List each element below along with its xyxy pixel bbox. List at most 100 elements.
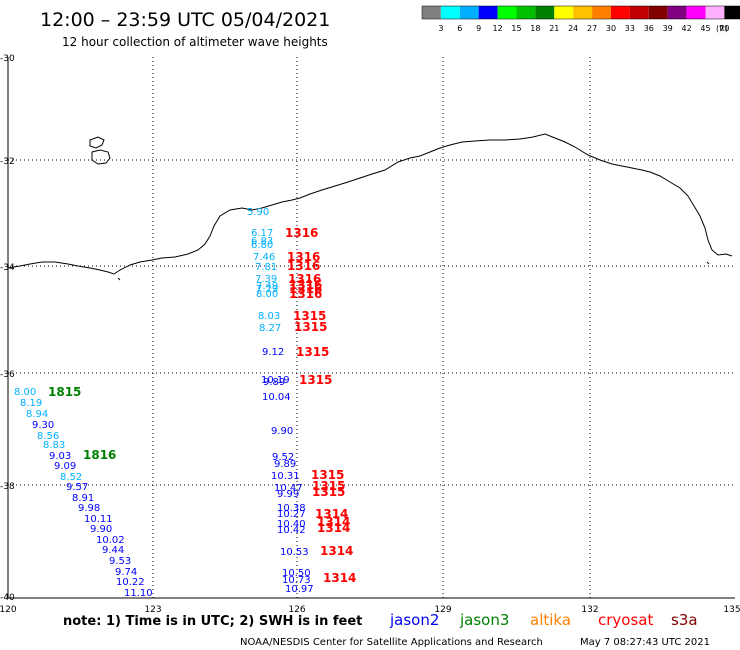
lat-label: -40 (0, 593, 15, 603)
time-label: 1316 (289, 282, 322, 296)
legend-label: 6 (457, 24, 462, 33)
lon-label: 126 (288, 605, 305, 615)
swh-value: 10.73 (282, 575, 311, 586)
legend-swatch (705, 6, 725, 19)
swh-value: 10.19 (261, 375, 290, 386)
legend-label: 18 (530, 24, 540, 33)
lon-label: 123 (144, 605, 161, 615)
legend-label: 12 (493, 24, 503, 33)
swh-value: 10.40 (277, 519, 306, 530)
lat-label: -32 (0, 157, 15, 167)
legend-swatch (629, 6, 649, 19)
swh-value: 7.29 (256, 284, 278, 295)
swh-value: 8.19 (20, 398, 42, 409)
swh-value: 9.99 (277, 489, 299, 500)
swh-value: 10.53 (280, 547, 309, 558)
time-label: 1315 (293, 309, 326, 323)
legend-swatch (478, 6, 498, 19)
footer-timestamp: May 7 08:27:43 UTC 2021 (580, 637, 710, 648)
time-label: 1314 (323, 571, 356, 585)
time-label: 1315 (312, 485, 345, 499)
satellite-jason3: jason3 (459, 611, 509, 629)
swh-value: 9.44 (102, 545, 124, 556)
legend-label: 33 (625, 24, 635, 33)
time-label: 1815 (48, 385, 81, 399)
swh-value: 9.98 (78, 503, 100, 514)
legend-swatch (686, 6, 706, 19)
time-label: 1816 (83, 448, 116, 462)
swh-value: 10.38 (277, 503, 306, 514)
satellite-jason2: jason2 (389, 611, 439, 629)
satellite-legend: jason2 jason3 altika cryosat s3a (389, 611, 698, 629)
swh-value: 9.52 (272, 452, 294, 463)
time-label: 1316 (285, 226, 318, 240)
swh-value: 9.89 (274, 459, 296, 470)
swh-value: 9.12 (262, 347, 284, 358)
swh-value: 10.22 (116, 577, 145, 588)
lon-label: 135 (723, 605, 740, 615)
swh-value: 6.83 (251, 236, 273, 247)
swh-value: 11.10 (124, 588, 153, 599)
time-label: 1315 (312, 479, 345, 493)
swh-value: 8.03 (258, 311, 280, 322)
time-label: 1314 (320, 544, 353, 558)
legend-border (421, 5, 740, 20)
satellite-s3a: s3a (671, 611, 698, 629)
time-label: 1314 (317, 521, 350, 535)
legend-swatch (497, 6, 517, 19)
swh-value: 8.91 (72, 493, 94, 504)
swh-value: 10.42 (277, 525, 306, 536)
legend-label: 21 (549, 24, 559, 33)
legend-swatch (459, 6, 479, 19)
swh-value: 10.31 (271, 471, 300, 482)
time-label: 1316 (288, 272, 321, 286)
swh-value: 9.89 (263, 377, 285, 388)
legend-swatch (440, 6, 460, 19)
graticule (8, 57, 735, 598)
swh-value: 7.81 (255, 262, 277, 273)
lat-label: -34 (0, 263, 15, 273)
legend-label: 24 (568, 24, 578, 33)
legend-label: 15 (511, 24, 521, 33)
track-west: 8.008.198.949.308.568.839.039.098.529.57… (14, 385, 153, 599)
swh-value: 9.53 (109, 556, 131, 567)
swh-value: 9.09 (54, 461, 76, 472)
swh-value: 8.83 (43, 440, 65, 451)
legend-label: 36 (644, 24, 654, 33)
legend-swatch (535, 6, 555, 19)
coastline (7, 133, 733, 281)
legend-swatch (724, 6, 740, 19)
legend-swatch (516, 6, 536, 19)
legend-label: 42 (682, 24, 692, 33)
legend-swatch (573, 6, 593, 19)
swh-value: 8.27 (259, 323, 281, 334)
swh-value: 9.74 (115, 567, 137, 578)
legend-unit: (ft) (716, 24, 728, 33)
legend-swatch (648, 6, 668, 19)
time-label: 1314 (317, 515, 350, 529)
legend-label: 27 (587, 24, 597, 33)
legend-swatch (422, 6, 441, 19)
swh-value: 6.17 (251, 228, 273, 239)
swh-value: 7.39 (255, 274, 277, 285)
legend-swatch (554, 6, 574, 19)
legend-label: 45 (700, 24, 710, 33)
lon-label: 120 (0, 605, 17, 615)
time-label: 1316 (289, 278, 322, 292)
swh-value: 10.50 (282, 568, 311, 579)
map-subtitle: 12 hour collection of altimeter wave hei… (62, 35, 328, 49)
swh-value: 8.52 (60, 472, 82, 483)
swh-value: 7.49 (256, 281, 278, 292)
swh-value: 9.57 (66, 482, 88, 493)
swh-value: 9.30 (32, 420, 54, 431)
legend-swatch (667, 6, 687, 19)
swh-value: 10.11 (84, 514, 113, 525)
satellite-cryosat: cryosat (598, 611, 653, 629)
swh-value: 8.56 (37, 431, 59, 442)
lat-label: -30 (0, 54, 15, 64)
time-label: 1314 (315, 507, 348, 521)
lon-labels: 120 123 126 129 132 135 (0, 605, 740, 615)
color-scale-legend: 3 6 9 12 15 18 21 24 27 30 33 36 39 42 45 70(ft) (421, 5, 740, 33)
lon-label: 129 (434, 605, 451, 615)
